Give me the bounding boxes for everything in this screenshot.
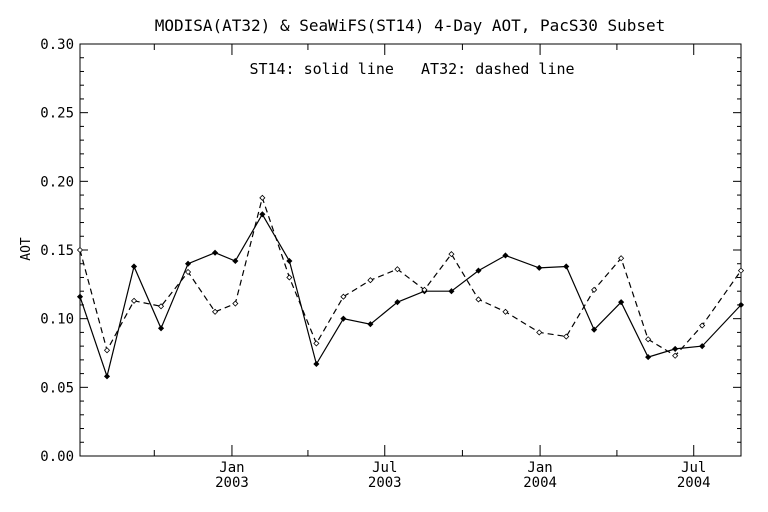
data-point-at32: [699, 322, 706, 329]
data-point-st14: [737, 301, 745, 308]
x-tick-label-month: Jul: [681, 460, 706, 476]
x-tick-label-month: Jan: [219, 460, 244, 476]
data-point-st14: [103, 373, 111, 380]
data-point-st14: [367, 321, 374, 328]
data-point-st14: [618, 299, 625, 306]
data-point-st14: [259, 211, 266, 218]
data-point-st14: [699, 343, 706, 350]
data-point-st14: [340, 315, 347, 322]
data-point-st14: [313, 360, 320, 368]
series-layer: [76, 194, 745, 380]
axes: 0.000.050.100.150.200.250.30Jan2003Jul20…: [40, 37, 742, 491]
y-tick-label: 0.00: [40, 449, 74, 465]
data-point-st14: [130, 263, 138, 270]
data-point-at32: [232, 300, 239, 307]
data-point-at32: [184, 268, 192, 276]
x-tick-label-year: 2004: [523, 475, 557, 491]
x-tick-label-month: Jan: [527, 460, 552, 476]
data-point-at32: [448, 251, 455, 258]
data-point-at32: [502, 308, 509, 315]
y-tick-label: 0.10: [40, 312, 74, 328]
series-line-at32: [79, 195, 742, 357]
data-point-at32: [645, 336, 652, 343]
data-point-at32: [563, 333, 570, 340]
data-point-at32: [103, 347, 111, 354]
x-tick-label-year: 2003: [368, 475, 402, 491]
data-point-at32: [536, 329, 543, 336]
data-point-at32: [475, 296, 482, 303]
data-point-st14: [212, 249, 219, 256]
data-point-st14: [286, 257, 293, 265]
x-tick-label-year: 2004: [677, 475, 711, 491]
data-point-st14: [536, 264, 543, 271]
data-point-st14: [591, 326, 598, 333]
data-point-at32: [130, 297, 138, 304]
data-point-at32: [672, 352, 679, 359]
data-point-at32: [313, 340, 320, 347]
data-point-at32: [76, 246, 84, 254]
y-tick-label: 0.20: [40, 174, 74, 190]
chart-title: MODISA(AT32) & SeaWiFS(ST14) 4-Day AOT, …: [155, 16, 666, 35]
data-point-st14: [184, 260, 192, 267]
data-point-at32: [212, 308, 219, 315]
plot-frame: [79, 43, 742, 457]
series-annotation: ST14: solid line AT32: dashed line: [249, 60, 574, 78]
data-point-at32: [737, 267, 745, 274]
y-tick-label: 0.05: [40, 380, 74, 396]
data-point-st14: [448, 288, 455, 295]
data-point-st14: [157, 325, 165, 332]
x-tick-label-year: 2003: [215, 475, 249, 491]
data-point-at32: [394, 266, 401, 273]
y-axis-label: AOT: [19, 237, 34, 261]
data-point-st14: [76, 293, 84, 300]
data-point-at32: [421, 286, 428, 293]
data-point-at32: [618, 255, 625, 262]
data-point-st14: [672, 345, 679, 352]
y-tick-label: 0.25: [40, 106, 74, 122]
data-point-at32: [340, 293, 347, 300]
data-point-at32: [157, 303, 165, 310]
data-point-st14: [502, 252, 509, 259]
data-point-at32: [286, 274, 293, 281]
data-point-at32: [259, 194, 266, 201]
y-tick-label: 0.30: [40, 37, 74, 53]
data-point-st14: [563, 263, 570, 270]
data-point-st14: [475, 267, 482, 274]
data-point-st14: [645, 354, 652, 361]
series-line-st14: [79, 213, 742, 379]
data-point-at32: [367, 277, 374, 284]
data-point-st14: [232, 257, 239, 265]
x-tick-label-month: Jul: [372, 460, 397, 476]
data-point-st14: [394, 299, 401, 306]
data-point-at32: [591, 286, 598, 293]
y-tick-label: 0.15: [40, 243, 74, 259]
